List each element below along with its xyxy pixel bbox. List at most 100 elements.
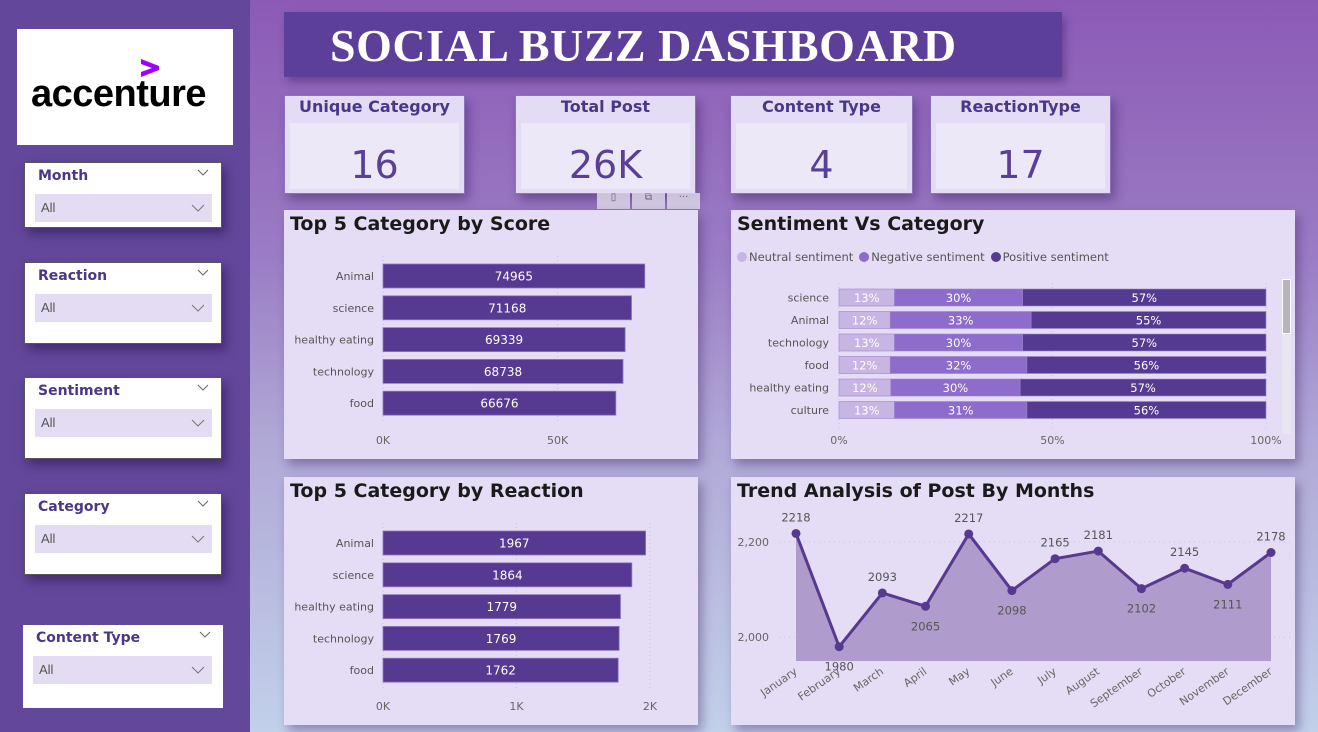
bar [382,594,621,619]
data-label: 30% [943,381,969,395]
legend-label: Negative sentiment [871,250,985,264]
slicer-title: Sentiment [38,383,120,399]
legend-item-neutral[interactable]: Neutral sentiment [737,250,853,264]
data-point [1266,548,1276,558]
chevron-down-icon [191,304,205,312]
x-tick-label: February [796,665,844,704]
legend-dot-icon [859,252,870,262]
data-point [1180,563,1190,573]
data-label: 13% [854,336,880,350]
kpi-body: 4 [736,123,907,189]
sentiment-dropdown[interactable]: All [35,409,212,437]
bar [382,390,617,416]
data-label: 2065 [911,619,940,633]
legend-dot-icon [737,252,747,262]
dropdown-value: All [39,662,54,677]
chevron-down-icon[interactable] [197,500,209,508]
data-point [1223,579,1233,589]
chevron-down-icon[interactable] [197,384,209,392]
data-label: 1779 [486,600,517,614]
data-point [964,529,974,539]
chart-title: Sentiment Vs Category [737,213,985,235]
slicer-category[interactable]: Category All [24,493,222,575]
kpi-value: 26K [568,143,643,187]
data-label: 2178 [1256,530,1285,544]
data-label: 30% [946,291,972,305]
data-label: 56% [1134,404,1160,418]
chart-top5-reaction: Top 5 Category by Reaction 0K 1K 2K Animal 1… [284,477,698,725]
bar [382,327,626,352]
category-label: food [350,397,374,410]
category-label: culture [791,404,830,417]
slicer-title: Category [38,499,110,515]
bar [382,358,624,384]
data-label: 13% [854,291,880,305]
score-bar-chart: 0K 50K Animal 74965 science 71168 healthy eati… [294,256,646,447]
legend-label: Positive sentiment [1002,250,1109,264]
slicer-content-type[interactable]: Content Type All [23,625,223,708]
data-label: 30% [946,336,972,350]
bar-segment-positive [1030,311,1267,329]
data-label: 71168 [488,301,526,315]
data-label: 33% [948,314,974,328]
kpi-body: 26K [521,123,690,189]
content-type-dropdown[interactable]: All [33,656,212,684]
slicer-reaction[interactable]: Reaction All [24,262,222,344]
x-tick-label: 0K [376,700,391,713]
x-tick-label: 100% [1250,434,1281,447]
x-tick-label: 2K [643,700,658,713]
scrollbar-thumb[interactable] [1282,279,1291,334]
dropdown-value: All [41,531,56,546]
data-label: 1967 [499,537,530,551]
x-tick-label: 50K [547,434,569,447]
chevron-down-icon [191,666,205,674]
dropdown-value: All [41,300,56,315]
data-point [877,588,887,598]
chevron-down-icon[interactable] [199,631,211,639]
category-dropdown[interactable]: All [35,525,212,553]
chevron-down-icon [191,419,205,427]
category-label: food [350,664,374,677]
category-label: technology [768,337,830,350]
data-label: 1769 [486,632,517,646]
accenture-logo: accenture [17,29,233,145]
data-label: 12% [852,314,878,328]
month-dropdown[interactable]: All [35,194,212,222]
trend-line [794,532,1272,649]
data-label: 55% [1136,314,1162,328]
more-options-icon[interactable]: ··· [667,193,700,209]
legend-item-positive[interactable]: Positive sentiment [990,250,1109,264]
kpi-label: Unique Category [299,97,450,116]
slicer-month[interactable]: Month All [24,162,222,228]
data-label: 66676 [480,397,518,411]
chevron-down-icon[interactable] [197,269,209,277]
focus-mode-icon[interactable]: ⧉ [632,193,665,209]
data-point [1136,584,1146,594]
reaction-dropdown[interactable]: All [35,294,212,322]
kpi-body: 16 [290,123,459,189]
bar-segment-positive [1026,401,1267,419]
chevron-down-icon[interactable] [197,169,209,177]
bar [382,625,620,651]
category-label: science [788,292,830,305]
slicer-title: Month [38,168,89,184]
chart-trend-by-month: Trend Analysis of Post By Months 2,000 2,… [731,477,1295,725]
legend-item-negative[interactable]: Negative sentiment [859,250,985,264]
data-label: 2093 [868,570,897,584]
category-label: technology [313,632,375,645]
data-label: 2181 [1084,528,1113,542]
filter-icon[interactable]: ▯ [597,193,630,209]
data-label: 2145 [1170,545,1199,559]
data-label: 69339 [485,333,523,347]
x-tick-label: May [946,665,972,689]
data-label: 57% [1132,336,1158,350]
kpi-unique-category: Unique Category 16 [284,95,465,194]
legend-dot-icon [990,252,1001,262]
chart-scrollbar[interactable] [1282,279,1291,434]
x-tick-label: 1K [509,700,524,713]
data-point [1050,554,1060,564]
kpi-value: 4 [809,143,834,187]
slicer-sentiment[interactable]: Sentiment All [24,377,222,459]
bar [382,263,646,289]
sentiment-stacked-bar-chart: 0% 50% 100% science 13% 30% 57% Animal 12% 33% 55%… [749,283,1282,447]
